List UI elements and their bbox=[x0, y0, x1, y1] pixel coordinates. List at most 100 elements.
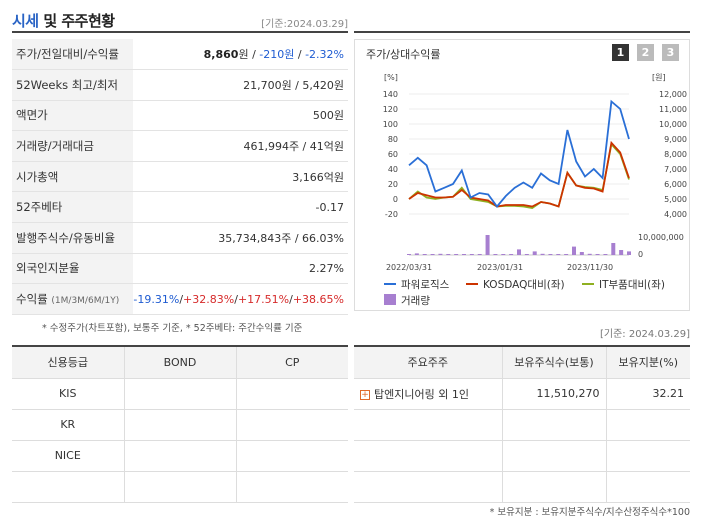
bond-cell bbox=[124, 378, 237, 410]
y-tick-left: -20 bbox=[385, 210, 398, 219]
y-tick-right: 8,000 bbox=[664, 150, 687, 159]
x-tick-label: 2022/03/31 bbox=[386, 263, 432, 272]
table-row bbox=[12, 471, 348, 503]
volume-bar bbox=[595, 254, 600, 255]
row-value: -19.31%/+32.83%/+17.51%/+38.65% bbox=[133, 283, 348, 315]
base-date-2: [기준: 2024.03.29] bbox=[599, 329, 690, 340]
row-value: 500원 bbox=[133, 100, 348, 132]
bond-cell bbox=[124, 409, 237, 441]
price-chart: [%] [원] 140 120 100 80 60 40 20 0 -20 12,000 11,0… bbox=[383, 73, 687, 307]
table-row: NICE bbox=[12, 440, 348, 472]
row-label: 주가/전일대비/수익률 bbox=[12, 39, 134, 71]
chart-tab-1[interactable]: 1 bbox=[612, 44, 629, 61]
y-tick-right: 12,000 bbox=[659, 90, 687, 99]
holder-name-cell bbox=[354, 471, 503, 503]
y-tick-left: 140 bbox=[383, 90, 398, 99]
footnote: * 보유지분 : 보유지분주식수/지수산정주식수*100 bbox=[489, 507, 690, 518]
y-tick-right: 6,000 bbox=[664, 180, 687, 189]
y-tick-left: 120 bbox=[383, 105, 398, 114]
volume-bar bbox=[407, 254, 411, 255]
divider bbox=[354, 31, 690, 33]
row-label: 액면가 bbox=[12, 100, 134, 132]
chart-tab-2[interactable]: 2 bbox=[637, 44, 654, 61]
row-label: 발행주식수/유동비율 bbox=[12, 222, 134, 254]
stake-cell bbox=[606, 471, 690, 503]
y-tick-left: 20 bbox=[388, 180, 398, 189]
table-row: 거래량/거래대금 461,994주 / 41억원 bbox=[12, 130, 348, 162]
volume-bar bbox=[493, 254, 498, 255]
volume-zero: 0 bbox=[638, 250, 643, 259]
row-value: 35,734,843주 / 66.03% bbox=[133, 222, 348, 254]
volume-bar bbox=[627, 251, 631, 255]
holder-name-cell[interactable]: + 탑엔지니어링 외 1인 bbox=[354, 378, 503, 410]
legend-it: IT부품대비(좌) bbox=[599, 279, 665, 291]
volume-bar bbox=[438, 253, 443, 255]
row-value: -0.17 bbox=[133, 191, 348, 224]
divider bbox=[12, 345, 348, 347]
table-row: 52Weeks 최고/최저 21,700원 / 5,420원 bbox=[12, 69, 348, 101]
agency-cell: KR bbox=[12, 409, 125, 441]
row-value: 461,994주 / 41억원 bbox=[133, 130, 348, 162]
agency-cell: KIS bbox=[12, 378, 125, 410]
y-tick-right: 11,000 bbox=[659, 105, 687, 114]
agency-cell bbox=[12, 471, 125, 503]
row-label: 외국인지분율 bbox=[12, 253, 134, 285]
holder-name[interactable]: 탑엔지니어링 외 1인 bbox=[374, 387, 469, 401]
series-line-0 bbox=[408, 99, 630, 208]
volume-bar bbox=[603, 254, 608, 255]
table-row: 주가/전일대비/수익률 8,860원 / -210원 / -2.32% bbox=[12, 39, 348, 71]
stake-cell: 32.21 bbox=[606, 378, 690, 410]
y-tick-left: 0 bbox=[393, 195, 398, 204]
volume-bar bbox=[587, 253, 592, 255]
volume-bar bbox=[540, 253, 545, 255]
legend-kosdaq: KOSDAQ대비(좌) bbox=[483, 279, 565, 291]
volume-bar bbox=[619, 250, 624, 255]
volume-bar bbox=[430, 254, 435, 255]
holder-name-cell bbox=[354, 440, 503, 472]
series-line-1 bbox=[408, 140, 630, 208]
volume-bar bbox=[446, 254, 451, 255]
volume-bar bbox=[485, 235, 490, 255]
bond-cell bbox=[124, 471, 237, 503]
table-row: + 탑엔지니어링 외 1인 11,510,270 32.21 bbox=[354, 378, 690, 410]
volume-bar bbox=[517, 249, 521, 255]
y-tick-left: 60 bbox=[388, 150, 398, 159]
volume-bar bbox=[548, 254, 553, 255]
cp-cell bbox=[236, 378, 348, 410]
expand-icon[interactable]: + bbox=[360, 389, 370, 400]
volume-bar bbox=[462, 254, 466, 255]
table-row bbox=[354, 440, 690, 472]
table-row: KIS bbox=[12, 378, 348, 410]
row-label: 시가총액 bbox=[12, 161, 134, 193]
volume-bar bbox=[414, 253, 419, 255]
row-value: 2.27% bbox=[133, 253, 348, 285]
cp-cell bbox=[236, 471, 348, 503]
volume-bar bbox=[469, 254, 474, 255]
row-value: 8,860원 / -210원 / -2.32% bbox=[133, 39, 348, 71]
row-label: 52주베타 bbox=[12, 191, 134, 224]
table-row: 액면가 500원 bbox=[12, 100, 348, 132]
volume-bar bbox=[572, 246, 576, 255]
y-tick-right: 10,000 bbox=[659, 120, 687, 129]
volume-bar bbox=[422, 254, 427, 255]
row-label: 52Weeks 최고/최저 bbox=[12, 69, 134, 101]
table-row: 수익률 (1M/3M/6M/1Y) -19.31%/+32.83%/+17.51… bbox=[12, 283, 348, 315]
row-value: 21,700원 / 5,420원 bbox=[133, 69, 348, 101]
table-row: KR bbox=[12, 409, 348, 441]
shares-cell bbox=[502, 409, 607, 441]
row-label: 거래량/거래대금 bbox=[12, 130, 134, 162]
y-tick-right: 5,000 bbox=[664, 195, 687, 204]
table-row bbox=[354, 409, 690, 441]
table-row: 시가총액 3,166억원 bbox=[12, 161, 348, 193]
y-tick-left: 40 bbox=[388, 165, 398, 174]
agency-cell: NICE bbox=[12, 440, 125, 472]
stake-cell bbox=[606, 409, 690, 441]
volume-bar bbox=[477, 254, 482, 255]
bond-cell bbox=[124, 440, 237, 472]
volume-bar bbox=[532, 251, 537, 255]
row-value: 3,166억원 bbox=[133, 161, 348, 193]
chart-tab-3[interactable]: 3 bbox=[662, 44, 679, 61]
x-tick-label: 2023/01/31 bbox=[477, 263, 523, 272]
table-header: 신용등급 BOND CP bbox=[12, 347, 348, 379]
row-label: 수익률 (1M/3M/6M/1Y) bbox=[12, 283, 134, 315]
